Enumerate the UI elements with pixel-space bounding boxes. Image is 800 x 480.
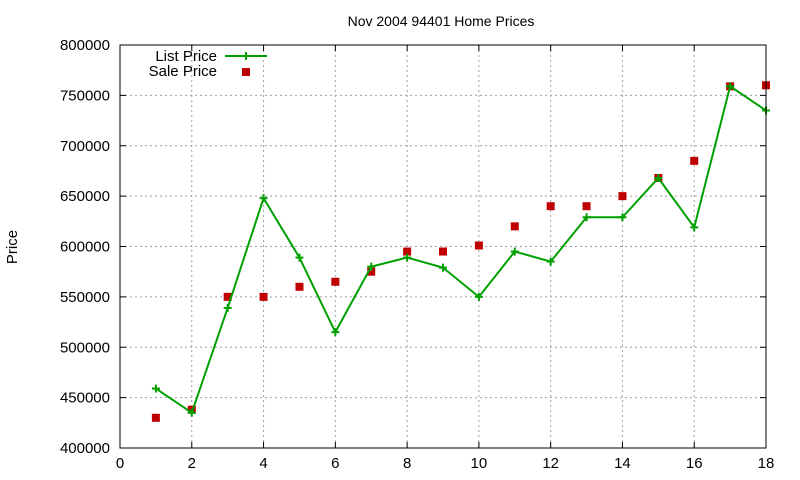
list-price-point xyxy=(223,303,232,312)
sale-price-point xyxy=(259,292,268,301)
y-tick-label: 400000 xyxy=(60,440,110,457)
grid xyxy=(120,45,766,448)
x-tick-label: 8 xyxy=(403,455,411,472)
sale-price-point xyxy=(690,156,699,165)
legend-marker-sale-price xyxy=(242,68,250,76)
y-axis-label: Price xyxy=(4,230,21,264)
y-tick-label: 650000 xyxy=(60,188,110,205)
x-tick-label: 16 xyxy=(686,455,703,472)
legend-label-list-price: List Price xyxy=(155,48,217,65)
list-price-point xyxy=(295,253,304,262)
list-price-point xyxy=(331,328,340,337)
list-price-point xyxy=(546,257,555,266)
list-price-point xyxy=(510,247,519,256)
sale-price-point xyxy=(403,247,412,256)
list-price-point xyxy=(618,213,627,222)
series-layer xyxy=(151,81,770,422)
legend-marker-list-price xyxy=(242,52,250,60)
list-price-point xyxy=(439,263,447,272)
y-tick-label: 750000 xyxy=(60,87,110,104)
y-tick-label: 550000 xyxy=(60,289,110,306)
x-tick-label: 18 xyxy=(758,455,775,472)
list-price-point xyxy=(187,408,196,417)
list-price-point xyxy=(690,223,699,232)
x-tick-label: 12 xyxy=(542,455,559,472)
sale-price-point xyxy=(546,202,555,211)
axis-ticks: 400000 450000 500000 550000 600000 650000 7000… xyxy=(60,37,774,472)
list-price-point xyxy=(403,253,412,262)
sale-price-point xyxy=(331,277,340,286)
plot-frame xyxy=(119,44,767,449)
sale-price-point xyxy=(582,202,591,211)
x-tick-label: 0 xyxy=(116,455,124,472)
sale-price-point xyxy=(474,241,483,250)
list-price-point xyxy=(151,384,160,393)
x-tick-label: 6 xyxy=(331,455,339,472)
x-tick-label: 14 xyxy=(614,455,631,472)
list-price-point xyxy=(582,213,591,222)
y-tick-label: 700000 xyxy=(60,138,110,155)
sale-price-point xyxy=(151,413,160,422)
list-price-point xyxy=(726,82,735,91)
x-tick-label: 10 xyxy=(471,455,488,472)
list-price-point xyxy=(654,173,663,182)
legend: List Price Sale Price xyxy=(149,48,267,80)
list-price-point xyxy=(474,292,483,301)
sale-price-point xyxy=(223,292,232,301)
sale-price-point xyxy=(439,247,447,256)
sale-price-point xyxy=(367,267,376,276)
y-tick-label: 800000 xyxy=(60,37,110,54)
y-tick-label: 450000 xyxy=(60,390,110,407)
legend-label-sale-price: Sale Price xyxy=(149,63,217,80)
x-tick-label: 4 xyxy=(259,455,267,472)
list-price-point xyxy=(367,262,376,271)
sale-price-point xyxy=(618,192,627,201)
list-price-point xyxy=(259,194,268,203)
chart-title: Nov 2004 94401 Home Prices xyxy=(348,13,535,29)
y-tick-label: 600000 xyxy=(60,239,110,256)
x-tick-label: 2 xyxy=(188,455,196,472)
list-price-line xyxy=(155,84,767,415)
sale-price-point xyxy=(295,282,304,291)
y-tick-label: 500000 xyxy=(60,339,110,356)
sale-price-point xyxy=(510,222,519,231)
